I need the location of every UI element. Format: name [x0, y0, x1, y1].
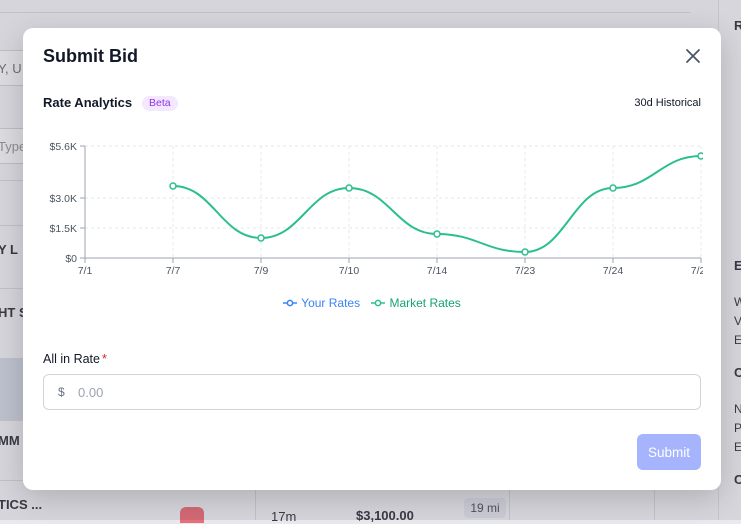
- legend-label: Market Rates: [389, 296, 461, 310]
- bg-text: R: [734, 18, 741, 33]
- bg-row-price: $3,100.00: [356, 508, 414, 523]
- bg-divider: [509, 490, 510, 520]
- bg-text: E: [734, 258, 741, 273]
- all-in-rate-input[interactable]: [76, 376, 680, 408]
- currency-prefix: $: [58, 385, 65, 399]
- close-button[interactable]: [683, 46, 703, 66]
- bg-text: C: [734, 472, 741, 487]
- data-point: [433, 230, 441, 238]
- y-tick-label: $0: [65, 253, 77, 265]
- line-marker-icon: [283, 299, 298, 307]
- data-point: [521, 248, 529, 256]
- bg-divider: [0, 12, 690, 13]
- rate-chart: $0 $1.5K $3.0K $5.6K 7/1 7/7 7/9 7/10 7/14 7/23 7/…: [50, 141, 703, 277]
- bg-text: C: [734, 365, 741, 380]
- bg-text: P: [734, 421, 741, 435]
- bg-text: Y L: [0, 242, 18, 257]
- legend-label: Your Rates: [301, 296, 361, 310]
- bg-text: TICS ...: [0, 497, 43, 512]
- historical-range: 30d Historical: [634, 97, 701, 109]
- bg-text: HT S: [0, 305, 28, 320]
- bg-text: V: [734, 314, 741, 328]
- y-tick-label: $1.5K: [50, 223, 77, 235]
- chart-legend: Your Rates Market Rates: [23, 296, 721, 310]
- rate-analytics-title: Rate Analytics: [43, 95, 133, 110]
- bg-text: Y, U: [0, 61, 22, 76]
- legend-market-rates[interactable]: Market Rates: [371, 296, 461, 310]
- x-tick-label: 7/9: [254, 265, 269, 277]
- required-mark: *: [101, 352, 107, 366]
- y-tick-label: $5.6K: [50, 141, 77, 153]
- submit-button[interactable]: Submit: [637, 434, 701, 470]
- bg-divider: [0, 225, 23, 226]
- data-point: [345, 184, 353, 192]
- bg-text: MM: [0, 433, 20, 448]
- bg-divider: [0, 288, 23, 289]
- bg-text: W: [734, 295, 741, 309]
- bg-divider: [654, 490, 655, 520]
- data-point: [697, 152, 703, 160]
- bg-selected-row: [0, 358, 23, 420]
- x-tick-label: 7/1: [78, 265, 93, 277]
- x-tick-label: 7/24: [603, 265, 624, 277]
- truck-icon: [180, 507, 204, 523]
- submit-bid-modal: Submit Bid Rate Analytics Beta 30d Histo…: [23, 28, 721, 490]
- all-in-rate-label: All in Rate *: [43, 352, 107, 366]
- x-tick-label: 7/28: [691, 265, 703, 277]
- bg-row-distance: 19 mi: [464, 498, 506, 518]
- modal-title: Submit Bid: [43, 46, 138, 66]
- label-text: All in Rate: [43, 352, 100, 366]
- x-tick-label: 7/23: [515, 265, 536, 277]
- data-point: [169, 182, 177, 190]
- bg-text: N: [734, 402, 741, 416]
- bg-text: E: [734, 333, 741, 347]
- data-point: [609, 184, 617, 192]
- data-point: [257, 234, 265, 242]
- bg-text: Type: [0, 139, 27, 154]
- line-marker-icon: [371, 299, 386, 307]
- y-tick-label: $3.0K: [50, 193, 77, 205]
- bg-divider: [0, 180, 23, 181]
- x-tick-label: 7/10: [339, 265, 360, 277]
- x-tick-label: 7/7: [166, 265, 181, 277]
- bg-divider: [255, 490, 256, 520]
- x-tick-label: 7/14: [427, 265, 448, 277]
- bg-text: E: [734, 440, 741, 454]
- bg-divider: [0, 420, 23, 421]
- legend-your-rates[interactable]: Your Rates: [283, 296, 360, 310]
- close-icon: [686, 49, 700, 63]
- bg-divider: [0, 480, 23, 481]
- beta-badge: Beta: [142, 96, 178, 111]
- all-in-rate-field[interactable]: $: [43, 374, 701, 410]
